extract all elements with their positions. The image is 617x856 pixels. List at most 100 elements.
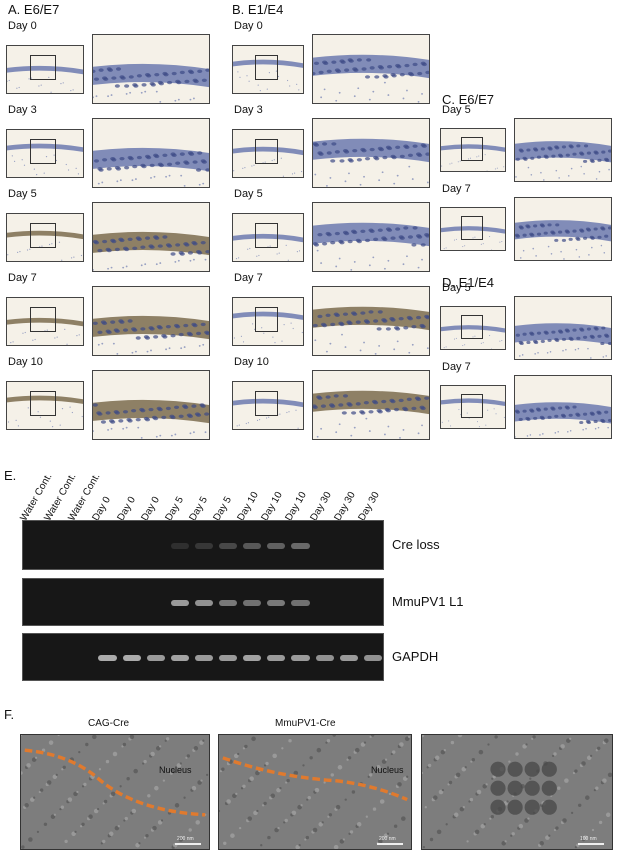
panel-b-overview-image <box>232 128 304 178</box>
gel-band <box>170 543 189 549</box>
panel-b-zoom-image <box>312 118 430 188</box>
panel-b-overview-image <box>232 296 304 346</box>
panel-c-title: C. E6/E7 <box>442 92 494 107</box>
zoom-inset-box <box>460 216 483 240</box>
panel-b-zoom-image <box>312 286 430 356</box>
panel-c-day-label: Day 7 <box>442 183 471 195</box>
panel-a-day-label: Day 0 <box>8 20 37 32</box>
gel-band <box>363 655 382 661</box>
zoom-inset-box <box>254 222 279 249</box>
panel-b-overview-image <box>232 44 304 94</box>
gel-lane-label: Day 10 <box>235 490 262 523</box>
panel-a-name: E6/E7 <box>23 2 60 17</box>
panel-a-zoom-image <box>92 286 210 356</box>
gel-lane-label: Day 0 <box>115 494 138 523</box>
gel-lane-label: Day 30 <box>356 490 382 523</box>
panel-b-zoom-image <box>312 202 430 272</box>
zoom-inset-box <box>254 306 279 333</box>
gel-band <box>339 655 358 661</box>
panel-e-title: E. <box>4 468 17 483</box>
panel-b-day-label: Day 7 <box>234 272 263 284</box>
zoom-inset-box <box>460 394 483 418</box>
panel-b-day-label: Day 3 <box>234 104 263 116</box>
zoom-inset-box <box>30 138 56 165</box>
gel-band <box>291 600 310 606</box>
gel-band <box>291 655 310 661</box>
gel-band <box>219 655 238 661</box>
scale-bar-label: 100 nm <box>580 836 597 842</box>
nucleus-label: Nucleus <box>159 765 192 775</box>
gel-lane-label: Day 10 <box>283 490 310 523</box>
gel-band <box>243 543 262 549</box>
panel-d-title: D. E1/E4 <box>442 275 494 290</box>
panel-a-overview-image <box>6 128 84 178</box>
panel-b-overview-image <box>232 212 304 262</box>
gel-band <box>98 655 117 661</box>
gel-lane-label: Day 5 <box>211 494 235 523</box>
nucleus-label: Nucleus <box>371 765 404 775</box>
gel-band <box>170 600 189 606</box>
panel-a-zoom-image <box>92 370 210 440</box>
gel-lane-label: Day 30 <box>332 490 358 523</box>
panel-a-zoom-image <box>92 118 210 188</box>
gel-row <box>22 578 384 626</box>
panel-c-letter: C. <box>442 92 455 107</box>
zoom-inset-box <box>254 138 279 165</box>
gel-band <box>243 600 262 606</box>
gel-row <box>22 520 384 570</box>
gel-band <box>243 655 262 661</box>
gel-lane-label: Day 30 <box>308 490 334 523</box>
em-title-mmupv1: MmuPV1-Cre <box>275 718 336 729</box>
panel-d-day-label: Day 5 <box>442 282 471 294</box>
em-image: Nucleus 200 nm <box>218 734 412 850</box>
em-image: Nucleus 200 nm <box>20 734 210 850</box>
panel-a-title: A. E6/E7 <box>8 2 59 17</box>
gel-row-label: Cre loss <box>392 537 440 552</box>
zoom-inset-box <box>254 54 279 81</box>
panel-a-overview-image <box>6 212 84 262</box>
panel-b-zoom-image <box>312 370 430 440</box>
gel-row-label: MmuPV1 L1 <box>392 594 464 609</box>
panel-d-name: E1/E4 <box>458 275 495 290</box>
panel-d-overview-image <box>440 305 506 351</box>
panel-c-name: E6/E7 <box>458 92 495 107</box>
gel-band <box>146 655 165 661</box>
gel-band <box>194 543 214 549</box>
panel-b-overview-image <box>232 380 304 430</box>
panel-d-letter: D. <box>442 275 455 290</box>
scale-bar <box>377 843 403 845</box>
zoom-inset-box <box>30 222 56 249</box>
panel-a-zoom-image <box>92 34 210 104</box>
gel-band <box>267 543 286 549</box>
panel-a-zoom-image <box>92 202 210 272</box>
gel-row-label: GAPDH <box>392 649 439 664</box>
scale-bar-label: 200 nm <box>177 836 194 842</box>
gel-row <box>22 633 384 681</box>
panel-b-day-label: Day 5 <box>234 188 263 200</box>
gel-lane-label: Day 0 <box>90 494 114 523</box>
gel-lane-label: Day 0 <box>139 494 162 523</box>
gel-band <box>219 600 238 606</box>
em-image: 100 nm <box>421 734 613 850</box>
zoom-inset-box <box>460 137 483 161</box>
panel-b-letter: B. <box>232 2 245 17</box>
panel-c-zoom-image <box>514 197 612 261</box>
scale-bar <box>175 843 201 845</box>
panel-c-overview-image <box>440 127 506 173</box>
panel-b-day-label: Day 0 <box>234 20 263 32</box>
scale-bar <box>578 843 604 845</box>
panel-c-day-label: Day 5 <box>442 104 471 116</box>
gel-band <box>315 655 334 661</box>
zoom-inset-box <box>30 54 56 81</box>
em-title-cag: CAG-Cre <box>88 718 130 729</box>
panel-d-day-label: Day 7 <box>442 361 471 373</box>
panel-c-overview-image <box>440 206 506 252</box>
panel-d-overview-image <box>440 384 506 430</box>
panel-c-zoom-image <box>514 118 612 182</box>
panel-a-day-label: Day 7 <box>8 272 37 284</box>
panel-a-day-label: Day 5 <box>8 188 37 200</box>
panel-b-title: B. E1/E4 <box>232 2 283 17</box>
scale-bar-label: 200 nm <box>379 836 396 842</box>
panel-b-day-label: Day 10 <box>234 356 269 368</box>
panel-a-overview-image <box>6 296 84 346</box>
